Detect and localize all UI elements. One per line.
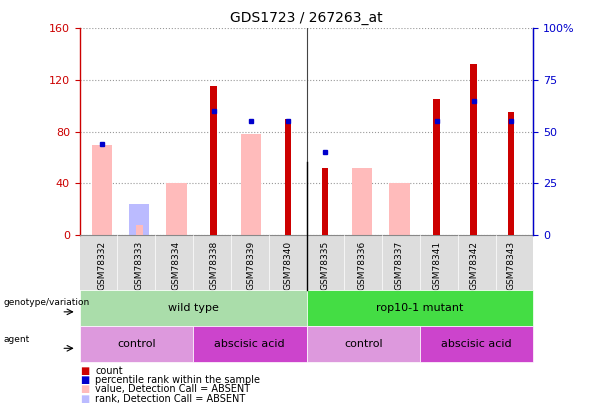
Bar	[284, 119, 291, 235]
Bar	[136, 224, 143, 235]
Bar	[92, 145, 112, 235]
Text: abscisic acid: abscisic acid	[215, 339, 285, 349]
Text: control: control	[344, 339, 383, 349]
Bar	[129, 204, 150, 235]
Text: wild type: wild type	[168, 303, 218, 313]
Bar	[166, 183, 186, 235]
Text: percentile rank within the sample: percentile rank within the sample	[95, 375, 260, 385]
Bar	[470, 64, 477, 235]
Bar	[508, 112, 514, 235]
Text: ■: ■	[80, 384, 89, 394]
Text: ■: ■	[80, 375, 89, 385]
Text: rank, Detection Call = ABSENT: rank, Detection Call = ABSENT	[95, 394, 245, 403]
Bar	[352, 168, 373, 235]
Text: agent: agent	[3, 335, 29, 344]
Text: genotype/variation: genotype/variation	[3, 298, 89, 307]
Title: GDS1723 / 267263_at: GDS1723 / 267263_at	[230, 11, 383, 25]
Bar	[136, 228, 143, 235]
Text: abscisic acid: abscisic acid	[441, 339, 512, 349]
Bar	[433, 99, 440, 235]
Bar	[389, 183, 409, 235]
Text: ■: ■	[80, 394, 89, 403]
Text: value, Detection Call = ABSENT: value, Detection Call = ABSENT	[95, 384, 250, 394]
Text: rop10-1 mutant: rop10-1 mutant	[376, 303, 463, 313]
Text: ■: ■	[80, 366, 89, 375]
Bar	[322, 168, 329, 235]
Text: count: count	[95, 366, 123, 375]
Bar	[240, 134, 261, 235]
Text: control: control	[117, 339, 156, 349]
Bar	[210, 86, 217, 235]
